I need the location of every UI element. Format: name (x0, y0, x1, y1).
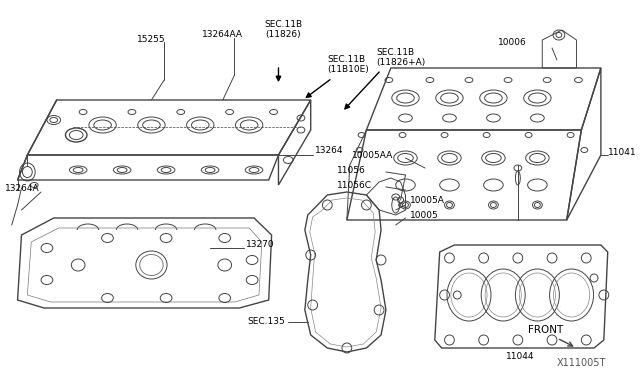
Text: X111005T: X111005T (556, 358, 606, 368)
Text: SEC.11B: SEC.11B (376, 48, 414, 57)
Text: 15255: 15255 (137, 35, 166, 44)
Text: FRONT: FRONT (527, 325, 563, 335)
Text: 13264: 13264 (315, 145, 343, 154)
Text: SEC.135: SEC.135 (248, 317, 285, 327)
Text: 10005AA: 10005AA (352, 151, 393, 160)
Text: SEC.11B: SEC.11B (327, 55, 365, 64)
Text: 13264A: 13264A (5, 183, 40, 192)
Text: 10006: 10006 (499, 38, 527, 46)
Text: 10005A: 10005A (410, 196, 445, 205)
Text: 11044: 11044 (506, 352, 534, 361)
Text: (11826): (11826) (266, 30, 301, 39)
Text: (11826+A): (11826+A) (376, 58, 426, 67)
Text: 11056C: 11056C (337, 180, 372, 189)
Text: 13270: 13270 (246, 240, 275, 248)
Text: 11041: 11041 (608, 148, 636, 157)
Text: SEC.11B: SEC.11B (264, 20, 303, 29)
Text: 11056: 11056 (337, 166, 366, 174)
Text: 10005: 10005 (410, 211, 439, 219)
Text: (11B10E): (11B10E) (327, 65, 369, 74)
Text: 13264AA: 13264AA (202, 30, 243, 39)
